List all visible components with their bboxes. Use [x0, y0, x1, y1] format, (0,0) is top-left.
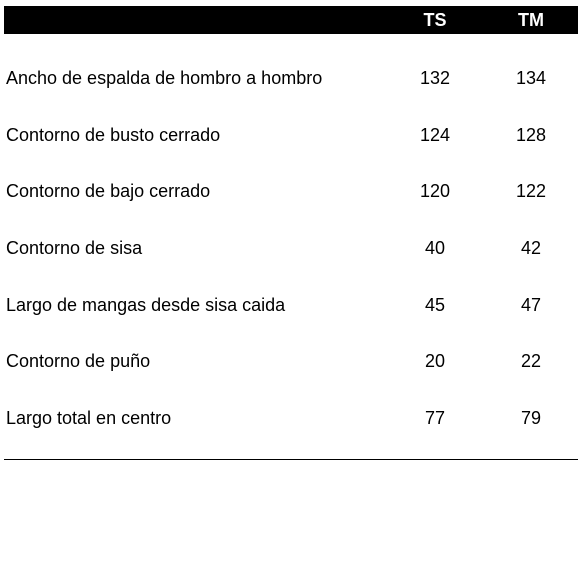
table-row: Ancho de espalda de hombro a hombro 132 … — [4, 49, 578, 106]
value-tm: 22 — [520, 351, 542, 372]
table-header: TS TM — [4, 6, 578, 34]
value-tm: 79 — [520, 408, 542, 429]
value-ts: 20 — [424, 351, 446, 372]
table-row: Contorno de bajo cerrado 120 122 — [4, 162, 578, 219]
column-header-tm: TM — [518, 10, 544, 30]
table-row: Contorno de busto cerrado 124 128 — [4, 106, 578, 163]
row-label: Contorno de busto cerrado — [6, 124, 221, 145]
table-row: Largo total en centro 77 79 — [4, 389, 578, 446]
row-label: Ancho de espalda de hombro a hombro — [6, 68, 323, 88]
table-row: Contorno de sisa 40 42 — [4, 219, 578, 276]
size-chart-table: TS TM Ancho de espalda de hombro a hombr… — [4, 6, 578, 446]
value-ts: 77 — [424, 408, 446, 429]
table-body: Ancho de espalda de hombro a hombro 132 … — [4, 49, 578, 446]
value-ts: 132 — [419, 68, 451, 88]
row-label: Contorno de sisa — [6, 238, 143, 259]
table-row: Largo de mangas desde sisa caida 45 47 — [4, 276, 578, 333]
value-tm: 122 — [515, 181, 547, 202]
column-header-ts: TS — [423, 10, 447, 30]
value-tm: 42 — [520, 238, 542, 259]
value-tm: 128 — [515, 124, 547, 145]
value-ts: 120 — [419, 181, 451, 202]
value-tm: 47 — [520, 294, 542, 315]
row-label: Contorno de bajo cerrado — [6, 181, 211, 202]
value-tm: 134 — [515, 68, 547, 88]
value-ts: 45 — [424, 294, 446, 315]
value-ts: 40 — [424, 238, 446, 259]
row-label: Largo total en centro — [6, 408, 172, 429]
row-label: Largo de mangas desde sisa caida — [6, 294, 286, 315]
table-row: Contorno de puño 20 22 — [4, 332, 578, 389]
bottom-divider — [4, 459, 578, 460]
value-ts: 124 — [419, 124, 451, 145]
row-label: Contorno de puño — [6, 351, 151, 372]
